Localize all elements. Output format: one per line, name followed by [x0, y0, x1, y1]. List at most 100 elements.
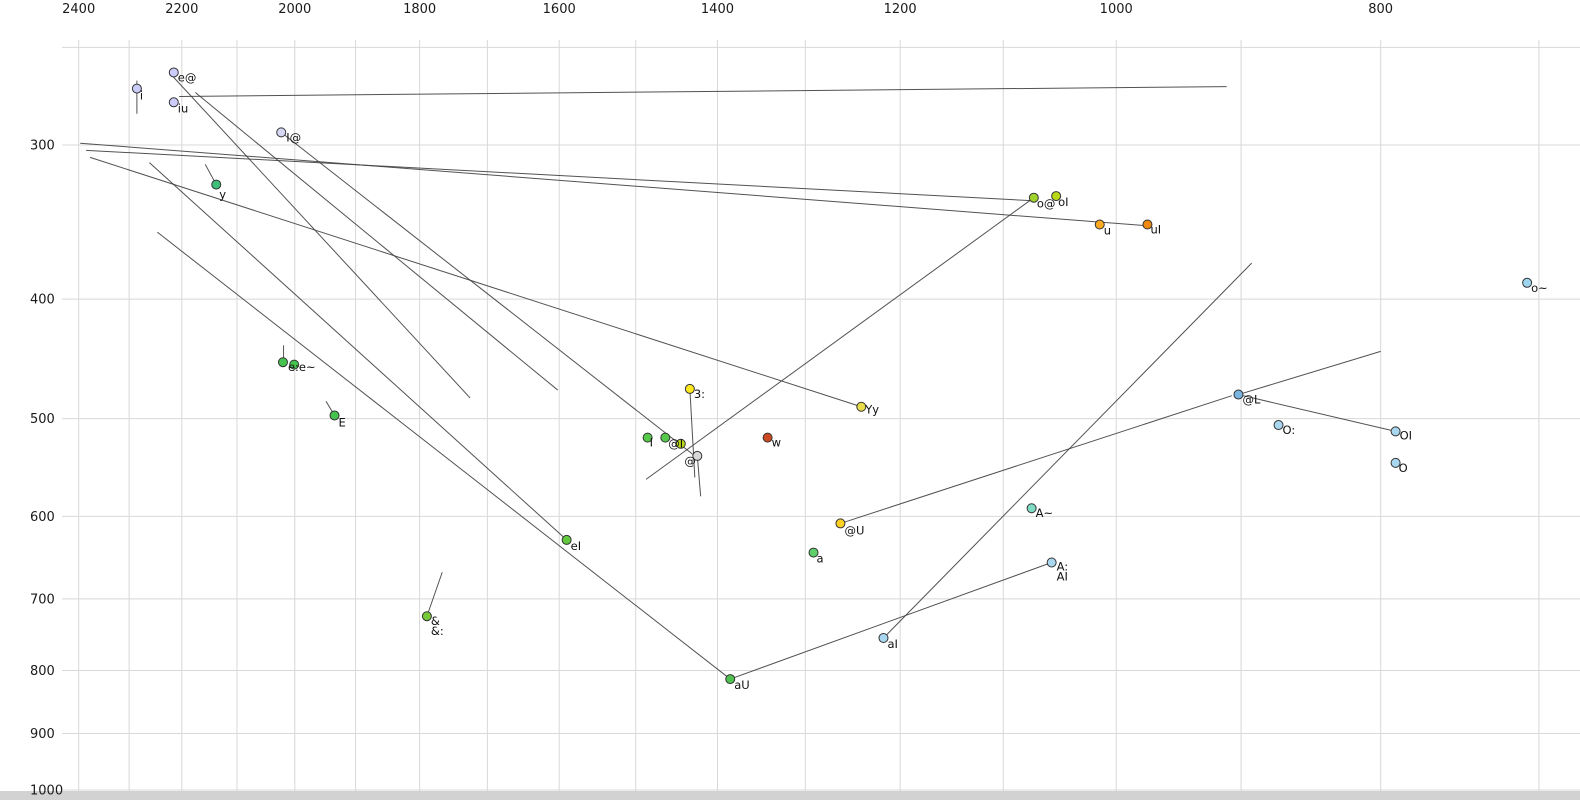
x-axis-tick-label: 800 [1368, 2, 1393, 17]
trajectory-line [280, 131, 698, 459]
vowel-point-label: i [140, 89, 143, 103]
vowel-point[interactable] [856, 401, 867, 412]
vowel-point-label: &: [431, 624, 444, 638]
vowel-point-label: @I [668, 437, 683, 451]
vowel-point[interactable] [1046, 557, 1057, 568]
vowel-point[interactable] [835, 518, 846, 529]
y-axis-tick-label: 300 [30, 139, 55, 154]
vowel-point[interactable] [762, 432, 773, 443]
vowel-point-label: 3: [694, 387, 705, 401]
vowel-point[interactable] [211, 179, 222, 190]
vowel-point-label: aU [734, 678, 749, 692]
vowel-point[interactable] [642, 432, 653, 443]
x-axis-tick-label: 1400 [701, 2, 734, 17]
vowel-point[interactable] [1273, 420, 1284, 431]
vowel-point-label: w [772, 436, 781, 450]
vowel-point[interactable] [131, 83, 142, 94]
trajectory-line [179, 86, 1227, 97]
x-axis-tick-label: 2400 [62, 2, 95, 17]
vowel-point-label: O: [1283, 423, 1296, 437]
vowel-point[interactable] [878, 633, 889, 644]
vowel-point-label: o@ [1037, 197, 1056, 211]
vowel-point-label: OI [1400, 428, 1412, 442]
trajectory-line [149, 162, 567, 541]
vowel-point-label: Yy [864, 403, 879, 417]
trajectory-line [883, 262, 1253, 639]
vowel-point-label: a [817, 552, 824, 566]
vowel-point[interactable] [808, 547, 819, 558]
y-axis-tick-label: 900 [30, 727, 55, 742]
vowel-point[interactable] [168, 67, 179, 78]
x-axis-tick-label: 2200 [165, 2, 198, 17]
vowel-point[interactable] [329, 410, 340, 421]
trajectory-line [696, 455, 702, 497]
vowel-point[interactable] [692, 450, 703, 461]
trajectory-line [426, 572, 443, 617]
vowel-point-label: O [1399, 461, 1408, 475]
vowel-point-label: eI [571, 539, 581, 553]
vowel-point[interactable] [1026, 503, 1037, 514]
trajectory-line [80, 142, 1152, 227]
y-axis-tick-label: 1000 [30, 783, 63, 798]
y-axis-tick-label: 400 [30, 293, 55, 308]
x-axis-tick-label: 2000 [278, 2, 311, 17]
vowel-point[interactable] [675, 438, 686, 449]
vowel-point-label: u [1104, 224, 1111, 238]
vowel-point[interactable] [684, 383, 695, 394]
trajectory-line [89, 156, 862, 408]
vowel-point-label: uI [1150, 223, 1161, 237]
vowel-point-label: AI [1057, 570, 1068, 584]
vowel-point-label: E [339, 415, 346, 429]
vowel-point[interactable] [1233, 389, 1244, 400]
vowel-point[interactable] [421, 611, 432, 622]
vowel-point[interactable] [276, 127, 287, 138]
trajectory-line [170, 74, 471, 399]
vowel-point-label: e@ [178, 70, 197, 84]
vowel-point-label: o~ [1531, 281, 1548, 295]
vowel-point[interactable] [725, 674, 736, 685]
vowel-point[interactable] [1142, 219, 1153, 230]
trajectory-line [689, 388, 696, 478]
vowel-point[interactable] [1390, 426, 1401, 437]
trajectory-line [840, 395, 1233, 524]
vowel-point-label: aI [887, 637, 897, 651]
vowel-point[interactable] [561, 534, 572, 545]
x-axis-tick-label: 1200 [884, 2, 917, 17]
trajectory-line [195, 92, 559, 391]
vowel-point-label: & [431, 614, 440, 628]
vowel-point-label: A~ [1036, 506, 1054, 520]
x-axis-tick-label: 1800 [403, 2, 436, 17]
vowel-point-label: y [219, 188, 226, 202]
vowel-point[interactable] [289, 359, 300, 370]
y-axis-tick-label: 500 [30, 412, 55, 427]
vowel-point-label: I@ [286, 130, 301, 144]
trajectory-line [156, 231, 731, 680]
x-axis-tick-label: 1600 [543, 2, 576, 17]
x-axis-tick-label: 1000 [1100, 2, 1133, 17]
plot-bottom-strip [0, 791, 1580, 800]
vowel-point[interactable] [660, 432, 671, 443]
trajectory-line [1238, 394, 1396, 432]
vowel-point-label: @U [844, 523, 864, 537]
vowel-point[interactable] [1028, 192, 1039, 203]
vowel-point[interactable] [1522, 277, 1533, 288]
vowel-point-label: A: [1057, 560, 1069, 574]
vowel-point-label: @L [1242, 393, 1261, 407]
trajectory-line [645, 197, 1035, 480]
vowel-point-label: iu [178, 101, 188, 115]
y-axis-tick-label: 800 [30, 664, 55, 679]
vowel-point[interactable] [277, 357, 288, 368]
y-axis-tick-label: 600 [30, 510, 55, 525]
vowel-point[interactable] [1051, 191, 1062, 202]
trajectory-line [1238, 350, 1381, 396]
vowel-point-label: e:e~ [288, 360, 316, 374]
vowel-point-label: I [650, 436, 653, 450]
vowel-point-label: @ [684, 454, 696, 468]
vowel-point[interactable] [168, 97, 179, 108]
vowel-point[interactable] [1094, 219, 1105, 230]
trajectory-line [86, 149, 1037, 202]
vowel-point[interactable] [1390, 457, 1401, 468]
